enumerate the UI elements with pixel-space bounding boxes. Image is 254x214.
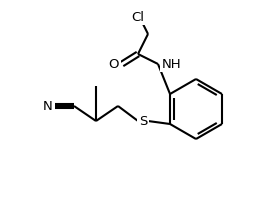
Text: Cl: Cl: [132, 10, 145, 24]
Text: O: O: [108, 58, 119, 70]
Text: NH: NH: [162, 58, 182, 70]
Text: S: S: [139, 114, 147, 128]
Text: N: N: [42, 100, 52, 113]
